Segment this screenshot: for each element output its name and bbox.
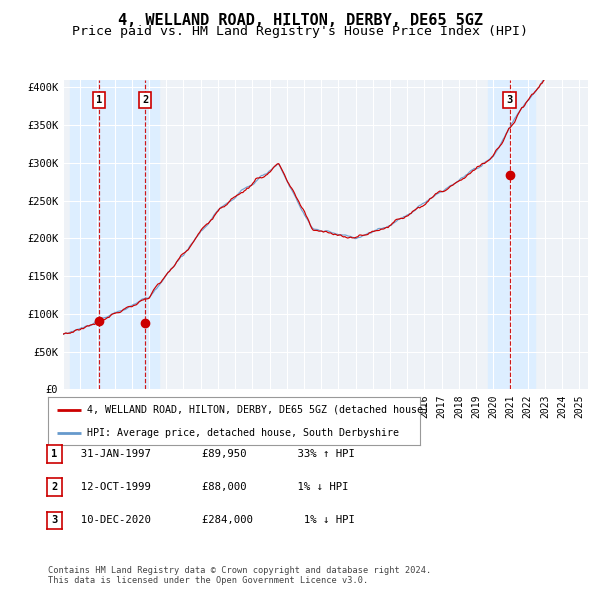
Text: Price paid vs. HM Land Registry's House Price Index (HPI): Price paid vs. HM Land Registry's House … <box>72 25 528 38</box>
Text: 2: 2 <box>52 483 58 492</box>
Bar <box>70 80 122 389</box>
Text: 4, WELLAND ROAD, HILTON, DERBY, DE65 5GZ: 4, WELLAND ROAD, HILTON, DERBY, DE65 5GZ <box>118 13 482 28</box>
Text: 4, WELLAND ROAD, HILTON, DERBY, DE65 5GZ (detached house): 4, WELLAND ROAD, HILTON, DERBY, DE65 5GZ… <box>87 405 429 415</box>
Text: 2: 2 <box>142 95 148 105</box>
Text: 31-JAN-1997        £89,950        33% ↑ HPI: 31-JAN-1997 £89,950 33% ↑ HPI <box>68 450 355 459</box>
Bar <box>488 80 535 389</box>
Text: 12-OCT-1999        £88,000        1% ↓ HPI: 12-OCT-1999 £88,000 1% ↓ HPI <box>68 483 348 492</box>
Bar <box>122 80 160 389</box>
Text: Contains HM Land Registry data © Crown copyright and database right 2024.
This d: Contains HM Land Registry data © Crown c… <box>48 566 431 585</box>
Text: HPI: Average price, detached house, South Derbyshire: HPI: Average price, detached house, Sout… <box>87 428 399 438</box>
Text: 10-DEC-2020        £284,000        1% ↓ HPI: 10-DEC-2020 £284,000 1% ↓ HPI <box>68 516 355 525</box>
Text: 3: 3 <box>506 95 512 105</box>
Text: 1: 1 <box>95 95 102 105</box>
Text: 1: 1 <box>52 450 58 459</box>
Text: 3: 3 <box>52 516 58 525</box>
